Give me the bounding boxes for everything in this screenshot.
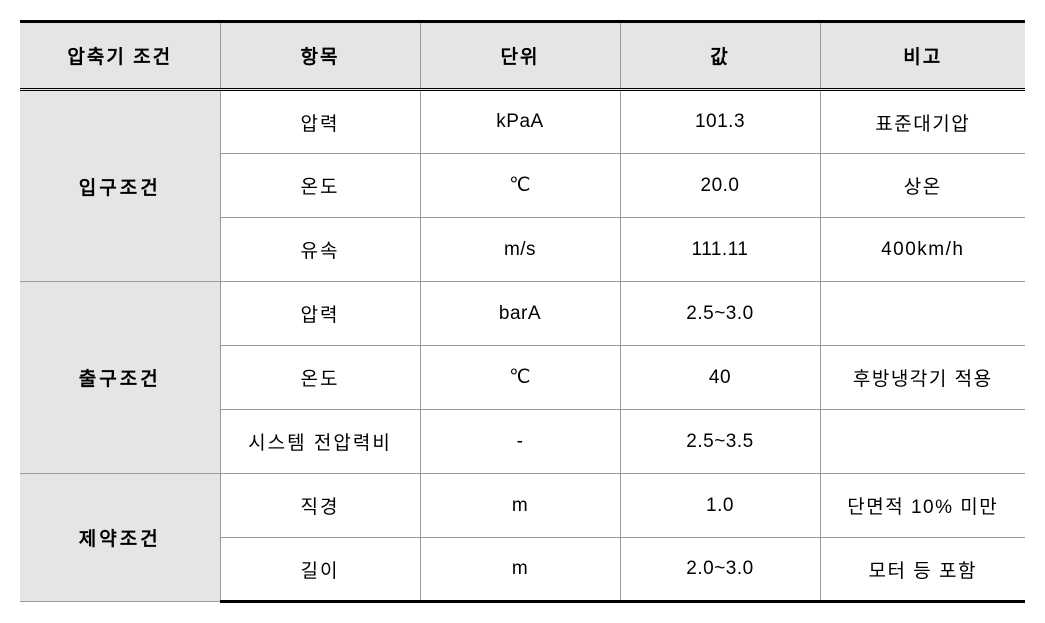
unit-cell: - <box>420 410 620 474</box>
unit-cell: m <box>420 474 620 538</box>
table-row: 출구조건압력barA2.5~3.0 <box>20 282 1025 346</box>
item-cell: 유속 <box>220 218 420 282</box>
item-cell: 길이 <box>220 538 420 602</box>
table-header-row: 압축기 조건 항목 단위 값 비고 <box>20 22 1025 90</box>
value-cell: 40 <box>620 346 820 410</box>
condition-cell: 제약조건 <box>20 474 220 602</box>
condition-cell: 출구조건 <box>20 282 220 474</box>
item-cell: 시스템 전압력비 <box>220 410 420 474</box>
table-row: 입구조건압력kPaA101.3표준대기압 <box>20 90 1025 154</box>
remark-cell: 모터 등 포함 <box>820 538 1025 602</box>
value-cell: 20.0 <box>620 154 820 218</box>
value-cell: 101.3 <box>620 90 820 154</box>
value-cell: 2.5~3.5 <box>620 410 820 474</box>
remark-cell: 단면적 10% 미만 <box>820 474 1025 538</box>
remark-cell: 후방냉각기 적용 <box>820 346 1025 410</box>
table-row: 제약조건직경m1.0단면적 10% 미만 <box>20 474 1025 538</box>
item-cell: 압력 <box>220 282 420 346</box>
header-unit: 단위 <box>420 22 620 90</box>
remark-cell: 표준대기압 <box>820 90 1025 154</box>
value-cell: 2.0~3.0 <box>620 538 820 602</box>
value-cell: 1.0 <box>620 474 820 538</box>
value-cell: 111.11 <box>620 218 820 282</box>
remark-cell <box>820 282 1025 346</box>
remark-cell: 상온 <box>820 154 1025 218</box>
item-cell: 온도 <box>220 346 420 410</box>
header-remark: 비고 <box>820 22 1025 90</box>
unit-cell: ℃ <box>420 346 620 410</box>
remark-cell <box>820 410 1025 474</box>
value-cell: 2.5~3.0 <box>620 282 820 346</box>
item-cell: 직경 <box>220 474 420 538</box>
unit-cell: kPaA <box>420 90 620 154</box>
unit-cell: m/s <box>420 218 620 282</box>
condition-cell: 입구조건 <box>20 90 220 282</box>
table-body: 입구조건압력kPaA101.3표준대기압온도℃20.0상온유속m/s111.11… <box>20 90 1025 602</box>
item-cell: 압력 <box>220 90 420 154</box>
unit-cell: ℃ <box>420 154 620 218</box>
header-item: 항목 <box>220 22 420 90</box>
unit-cell: m <box>420 538 620 602</box>
remark-cell: 400km/h <box>820 218 1025 282</box>
item-cell: 온도 <box>220 154 420 218</box>
compressor-conditions-table: 압축기 조건 항목 단위 값 비고 입구조건압력kPaA101.3표준대기압온도… <box>20 20 1025 603</box>
header-condition: 압축기 조건 <box>20 22 220 90</box>
unit-cell: barA <box>420 282 620 346</box>
header-value: 값 <box>620 22 820 90</box>
